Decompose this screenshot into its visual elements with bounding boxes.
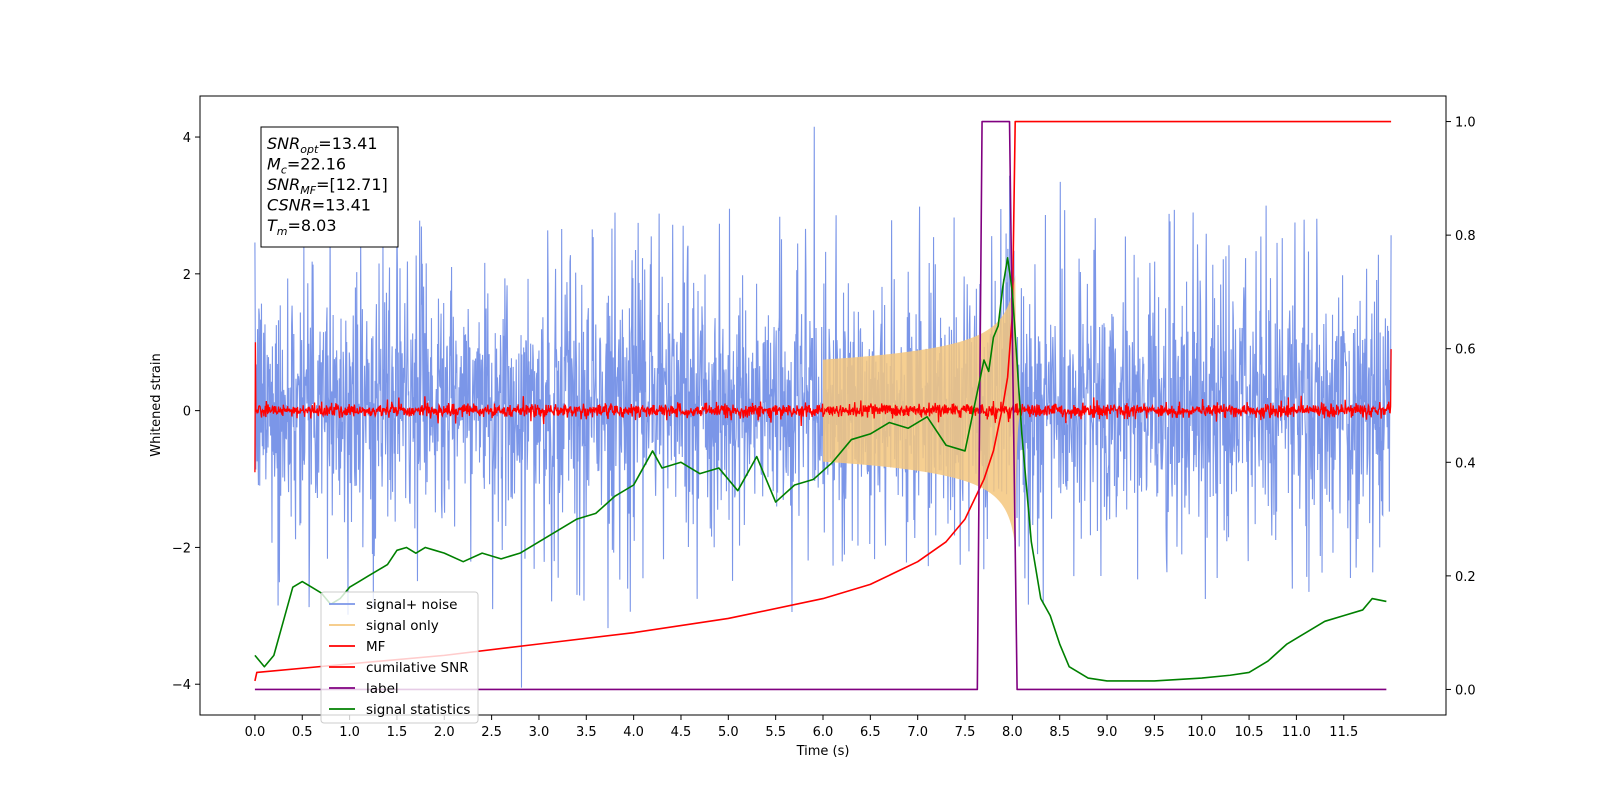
- annotation-line: Tm=8.03: [267, 216, 337, 238]
- y2-tick-label: 1.0: [1455, 116, 1476, 131]
- y-tick-label: −4: [172, 678, 191, 693]
- x-tick-label: 6.5: [860, 725, 881, 740]
- y-axis-right: 0.0 0.2 0.4 0.6 0.8 1.0: [1446, 116, 1476, 698]
- y-tick-label: −2: [172, 541, 191, 556]
- x-tick-label: 1.5: [387, 725, 408, 740]
- series-signal-statistics: [254, 257, 1387, 682]
- legend-entry: signal only: [366, 618, 439, 634]
- y2-tick-label: 0.0: [1455, 683, 1476, 698]
- y2-tick-label: 0.2: [1455, 570, 1476, 585]
- y-axis-label: Whitened strain: [149, 353, 164, 456]
- x-axis-label: Time (s): [796, 744, 850, 759]
- annotation-line: Mc=22.16: [267, 155, 346, 177]
- y2-tick-label: 0.8: [1455, 229, 1476, 244]
- x-tick-label: 10.0: [1187, 725, 1216, 740]
- legend-entry: signal statistics: [366, 702, 470, 718]
- annotation-box: [260, 126, 399, 248]
- x-tick-label: 8.5: [1049, 725, 1070, 740]
- series-label: [254, 120, 1387, 691]
- x-tick-label: 4.5: [671, 725, 692, 740]
- legend-box: [320, 591, 479, 724]
- x-tick-label: 7.0: [907, 725, 928, 740]
- x-tick-label: 0.0: [245, 725, 266, 740]
- x-tick-label: 0.5: [292, 725, 313, 740]
- x-tick-label: 7.5: [955, 725, 976, 740]
- x-tick-label: 11.5: [1329, 725, 1358, 740]
- legend-entry: MF: [366, 639, 385, 655]
- series-signal-noise: [254, 126, 1392, 688]
- series-mf: [254, 342, 1392, 473]
- y2-tick-label: 0.4: [1455, 456, 1476, 471]
- x-tick-label: 11.0: [1282, 725, 1311, 740]
- annotation-line: SNRMF=[12.71]: [267, 175, 388, 197]
- x-tick-label: 8.0: [1002, 725, 1023, 740]
- y-axis-left: −4 −2 0 2 4: [172, 131, 200, 693]
- x-tick-label: 5.5: [765, 725, 786, 740]
- y-tick-label: 2: [183, 268, 191, 283]
- legend-entry: label: [366, 681, 399, 697]
- legend-entry: cumilative SNR: [366, 660, 469, 676]
- legend-entry: signal+ noise: [366, 597, 457, 613]
- x-tick-label: 4.0: [623, 725, 644, 740]
- legend: signal+ noise signal only MF cumilative SNR…: [320, 591, 479, 724]
- y2-tick-label: 0.6: [1455, 343, 1476, 358]
- annotation-line: SNRopt=13.41: [267, 134, 378, 156]
- x-tick-label: 2.0: [434, 725, 455, 740]
- stats-annotation: SNRopt=13.41Mc=22.16SNRMF=[12.71]CSNR=13…: [260, 126, 399, 248]
- y-tick-label: 4: [183, 131, 191, 146]
- x-tick-label: 5.0: [718, 725, 739, 740]
- annotation-line: CSNR=13.41: [267, 196, 371, 215]
- x-tick-label: 2.5: [481, 725, 502, 740]
- x-axis: 0.0 0.5 1.0 1.5 2.0 2.5 3.0 3.5 4.0 4.5 5.0 5.5 6.0 6…: [245, 715, 1358, 740]
- x-tick-label: 3.0: [529, 725, 550, 740]
- x-tick-label: 1.0: [339, 725, 360, 740]
- y-tick-label: 0: [183, 405, 191, 420]
- x-tick-label: 6.0: [813, 725, 834, 740]
- x-tick-label: 3.5: [576, 725, 597, 740]
- x-tick-label: 9.5: [1144, 725, 1165, 740]
- x-tick-label: 9.0: [1097, 725, 1118, 740]
- x-tick-label: 10.5: [1235, 725, 1264, 740]
